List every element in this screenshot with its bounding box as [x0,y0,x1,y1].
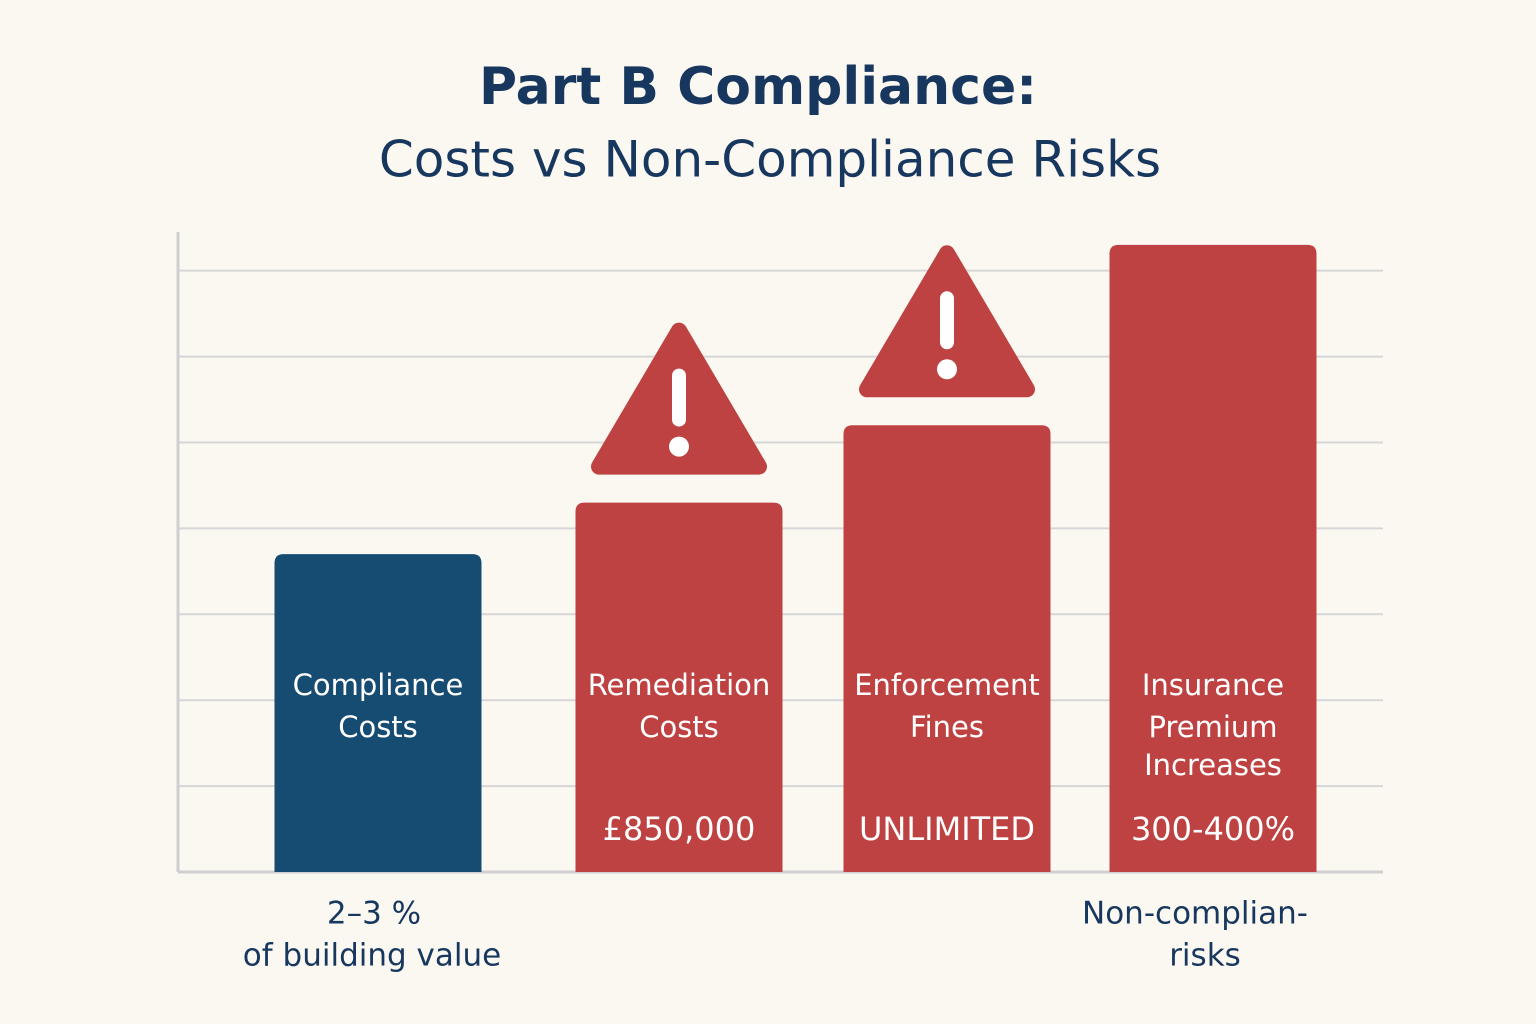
bar [1109,244,1317,872]
bar-figure: UNLIMITED [859,810,1035,848]
chart-title: Part B Compliance: [479,57,1037,117]
bar-label: Increases [1144,748,1282,782]
bar-label: Insurance [1142,668,1284,702]
chart-subtitle: Costs vs Non-Compliance Risks [379,131,1161,189]
warning-dot [937,359,957,380]
warning-mark [940,291,954,350]
below-note: risks [1169,938,1241,974]
bar [843,425,1051,872]
below-note: of building value [243,938,501,974]
warning-dot [669,436,689,457]
bar [274,554,482,872]
below-note: Non-complian- [1082,896,1308,932]
bar-figure: £850,000 [603,810,756,848]
below-note: 2–3 % [327,896,421,932]
bar-figure: 300-400% [1131,810,1295,848]
bar [575,502,783,872]
bar-label: Remediation [588,668,771,702]
bar-label: Costs [338,710,418,744]
warning-mark [672,368,686,427]
bar-label: Enforcement [854,668,1040,702]
bar-label: Fines [910,710,984,744]
bar-label: Premium [1148,710,1277,744]
bar-label: Costs [639,710,719,744]
bar-label: Compliance [293,668,464,702]
